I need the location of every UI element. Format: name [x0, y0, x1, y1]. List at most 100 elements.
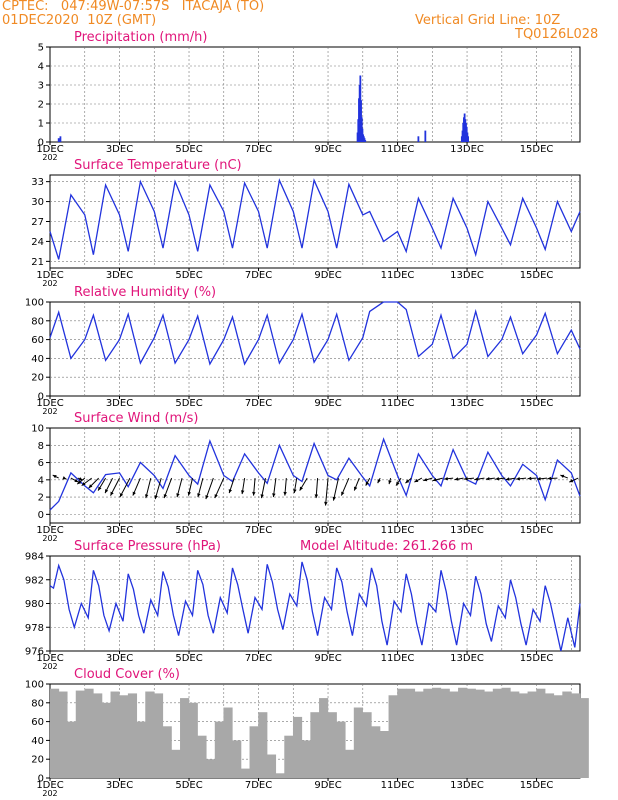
rh-xtick-label: 15DEC	[520, 398, 554, 409]
wind-xtick-label: 3DEC	[106, 525, 133, 536]
precip-xtick-label: 1DEC	[36, 144, 63, 155]
cloud-panel: 0 20 40 60 80 100 1DEC 3DEC 5DEC 7DEC 9DEC 11DEC 13D…	[25, 667, 589, 798]
cloud-bar	[206, 759, 216, 778]
wind-arrowhead	[377, 479, 381, 484]
cloud-bar	[484, 691, 494, 778]
cloud-bar	[379, 731, 390, 778]
cloud-bar	[458, 687, 468, 778]
rh-ytick-label: 40	[31, 354, 44, 365]
precip-panel: 0 1 2 3 4 5 1DEC 3DEC 5DEC 7DEC 9DEC 11DEC 13DEC 15DE…	[36, 30, 581, 162]
precip-year-label: 202	[42, 153, 57, 162]
cloud-bar	[232, 740, 242, 778]
wind-xtick-label: 1DEC	[36, 525, 63, 536]
wind-arrowhead	[485, 477, 490, 481]
cloud-bar	[431, 687, 442, 778]
cloud-bar	[275, 773, 285, 778]
cloud-xtick-label: 7DEC	[245, 780, 272, 791]
temp-xtick-label: 7DEC	[245, 270, 272, 281]
press-xtick-label: 9DEC	[314, 653, 341, 664]
wind-xtick-label: 9DEC	[314, 525, 341, 536]
cloud-xtick-label: 13DEC	[450, 780, 484, 791]
cloud-bar	[162, 726, 172, 778]
wind-arrowhead	[81, 482, 86, 486]
wind-arrow	[154, 477, 162, 500]
press-xtick-label: 1DEC	[36, 653, 63, 664]
wind-arrowhead	[388, 480, 392, 485]
rh-xtick-label: 11DEC	[381, 398, 415, 409]
wind-xtick-label: 7DEC	[245, 525, 272, 536]
cloud-bar	[562, 691, 572, 778]
press-year-label: 202	[42, 662, 57, 671]
wind-xtick-label: 5DEC	[175, 525, 202, 536]
wind-arrowhead	[396, 481, 400, 486]
cloud-bar	[249, 726, 259, 778]
wind-arrowhead	[163, 494, 167, 499]
wind-arrowhead	[228, 489, 232, 494]
wind-arrowhead	[464, 477, 468, 481]
rh-ytick-label: 80	[31, 316, 44, 327]
cloud-ytick-label: 60	[31, 717, 44, 728]
wind-xtick-label: 11DEC	[381, 525, 415, 536]
cloud-bar	[93, 693, 103, 778]
cloud-bar	[423, 688, 433, 778]
press-title: Surface Pressure (hPa)	[74, 539, 221, 554]
wind-ytick-label: 8	[38, 441, 44, 452]
cloud-bar	[75, 690, 85, 778]
wind-year-label: 202	[42, 534, 57, 543]
precip-frame	[49, 46, 581, 143]
precip-bar	[364, 140, 367, 142]
precip-bar	[467, 136, 469, 142]
rh-panel: 0 20 40 60 80 100 1DEC 3DEC 5DEC 7DEC 9DEC 11DEC 13D…	[25, 285, 581, 416]
cloud-bar	[188, 702, 198, 778]
temp-panel: 21 24 27 30 33 1DEC 3DEC 5DEC 7DEC 9DEC 11DEC 13DEC…	[31, 158, 581, 288]
cloud-bar	[292, 716, 303, 778]
wind-arrowhead	[324, 501, 328, 506]
temp-year-label: 202	[42, 279, 57, 288]
cloud-ytick-label: 100	[25, 680, 44, 691]
temp-xtick-label: 1DEC	[36, 270, 63, 281]
temp-xtick-label: 3DEC	[106, 270, 133, 281]
cloud-bar	[153, 693, 164, 778]
cloud-bar	[466, 688, 476, 778]
temp-series-line	[49, 178, 581, 260]
cloud-xtick-label: 5DEC	[175, 780, 202, 791]
wind-arrowhead	[537, 477, 541, 481]
rh-xtick-label: 7DEC	[245, 398, 272, 409]
wind-arrowhead	[132, 491, 136, 496]
cloud-xtick-label: 9DEC	[314, 780, 341, 791]
cloud-bar	[440, 688, 450, 778]
wind-arrowhead	[272, 493, 276, 498]
precip-ytick-label: 4	[38, 62, 44, 73]
press-xtick-label: 11DEC	[381, 653, 415, 664]
wind-arrowhead	[205, 495, 209, 500]
wind-arrowhead	[176, 493, 180, 498]
cloud-bar	[84, 688, 94, 778]
wind-arrow	[332, 477, 339, 501]
temp-xtick-label: 13DEC	[450, 270, 484, 281]
cloud-bar	[197, 735, 207, 778]
precip-xtick-label: 9DEC	[314, 144, 341, 155]
cloud-bar	[284, 735, 294, 778]
wind-ytick-label: 6	[38, 458, 44, 469]
cloud-bar	[240, 768, 250, 778]
press-ytick-label: 980	[25, 599, 44, 610]
cloud-ytick-label: 40	[31, 736, 44, 747]
rh-ytick-label: 100	[25, 298, 44, 309]
precip-bar	[57, 138, 60, 142]
wind-title: Surface Wind (m/s)	[74, 411, 198, 426]
cloud-bar	[501, 687, 511, 778]
cloud-bar	[345, 749, 355, 778]
wind-series-line	[49, 437, 581, 511]
cloud-bar	[145, 691, 155, 778]
cloud-bar	[388, 695, 398, 778]
station-header: CPTEC: 047:49W-07:57S ITACAJA (TO)	[2, 0, 265, 14]
rh-ytick-label: 20	[31, 373, 44, 384]
cloud-bar	[579, 698, 589, 778]
precip-xtick-label: 11DEC	[381, 144, 415, 155]
cloud-bar	[136, 721, 146, 778]
wind-ytick-label: 4	[38, 475, 44, 486]
cloud-bar	[475, 689, 485, 778]
wind-arrowhead	[77, 480, 82, 485]
vertical-grid-info: Vertical Grid Line: 10Z	[415, 13, 561, 28]
press-ytick-label: 984	[25, 552, 44, 563]
